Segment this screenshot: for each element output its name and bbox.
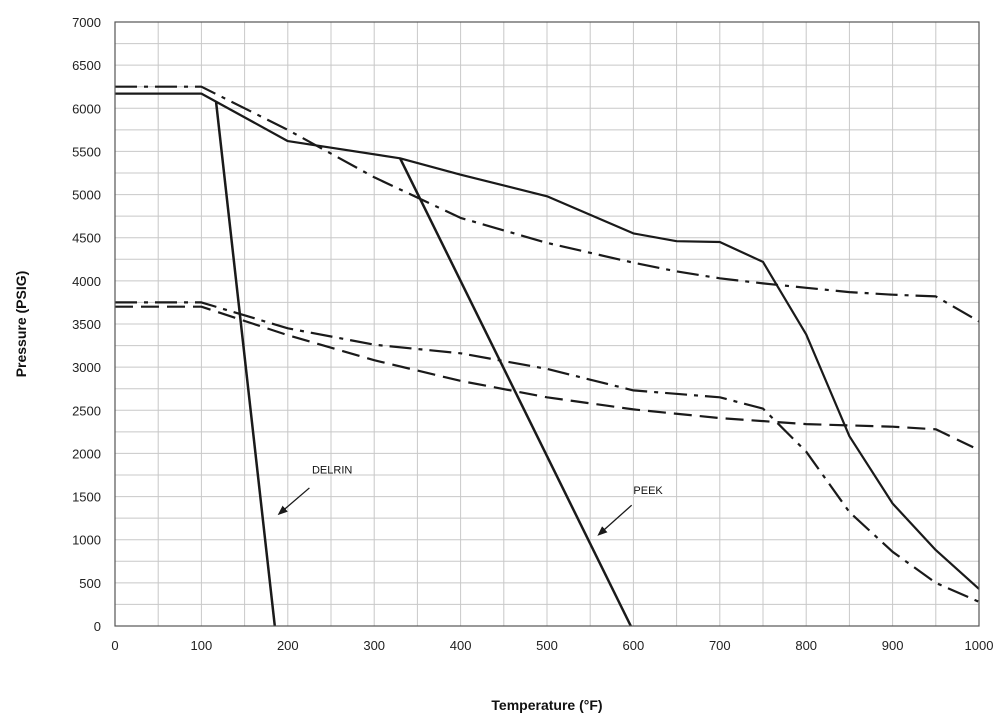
x-tick-label: 100 — [191, 638, 213, 653]
x-tick-label: 400 — [450, 638, 472, 653]
y-axis-ticks: 0 500 1000 1500 2000 2500 3000 3500 4000 4500 5000… — [72, 15, 101, 634]
grid-lines — [114, 21, 980, 627]
y-tick-label: 4000 — [72, 274, 101, 289]
y-tick-label: 5000 — [72, 188, 101, 203]
y-tick-label: 1000 — [72, 533, 101, 548]
series-line-1 — [115, 92, 980, 590]
y-tick-label: 2000 — [72, 446, 101, 461]
y-tick-label: 2500 — [72, 403, 101, 418]
y-tick-label: 4500 — [72, 231, 101, 246]
x-tick-label: 700 — [709, 638, 731, 653]
series-line-4 — [115, 305, 980, 451]
y-tick-label: 1500 — [72, 490, 101, 505]
x-tick-label: 500 — [536, 638, 558, 653]
x-tick-label: 0 — [111, 638, 118, 653]
y-tick-label: 3000 — [72, 360, 101, 375]
series-lines — [115, 85, 980, 627]
y-tick-label: 500 — [79, 576, 101, 591]
x-tick-label: 1000 — [965, 638, 994, 653]
annotation-peek: PEEK — [633, 485, 663, 497]
x-axis-ticks: 0 100 200 300 400 500 600 700 800 900 1000 — [111, 638, 993, 653]
x-tick-label: 900 — [882, 638, 904, 653]
x-tick-label: 600 — [623, 638, 645, 653]
plot-frame — [114, 21, 980, 627]
y-tick-label: 7000 — [72, 15, 101, 30]
annotation-delrin: DELRIN — [312, 464, 352, 476]
y-axis-label: Pressure (PSIG) — [13, 271, 29, 378]
y-tick-label: 6500 — [72, 58, 101, 73]
series-line-peek — [398, 157, 632, 627]
series-line-delrin — [214, 102, 277, 627]
annotation-arrow-delrin — [277, 487, 310, 516]
y-tick-label: 6000 — [72, 101, 101, 116]
y-tick-label: 3500 — [72, 317, 101, 332]
y-tick-label: 5500 — [72, 144, 101, 159]
x-tick-label: 300 — [363, 638, 385, 653]
annotations: DELRIN PEEK — [277, 464, 663, 536]
x-tick-label: 800 — [795, 638, 817, 653]
series-line-3 — [115, 301, 980, 603]
annotation-arrow-peek — [597, 504, 633, 536]
series-line-2 — [115, 85, 980, 323]
y-tick-label: 0 — [94, 619, 101, 634]
x-tick-label: 200 — [277, 638, 299, 653]
x-axis-label: Temperature (°F) — [491, 697, 602, 713]
